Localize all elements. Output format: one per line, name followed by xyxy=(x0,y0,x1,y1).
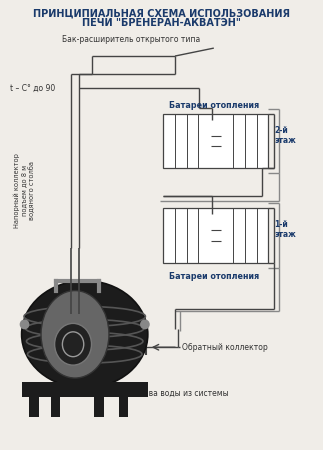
Text: Бак-расширитель открытого типа: Бак-расширитель открытого типа xyxy=(62,35,201,44)
Circle shape xyxy=(140,320,150,329)
Bar xyxy=(163,208,268,263)
Bar xyxy=(94,397,104,417)
Text: ПЕЧИ "БРЕНЕРАН-АКВАТЭН": ПЕЧИ "БРЕНЕРАН-АКВАТЭН" xyxy=(82,18,241,28)
Circle shape xyxy=(20,320,29,329)
Text: Батареи отопления: Батареи отопления xyxy=(169,272,259,281)
Text: 1-й
этаж: 1-й этаж xyxy=(274,220,296,239)
Text: t – C° до 90: t – C° до 90 xyxy=(10,84,55,93)
Ellipse shape xyxy=(41,291,109,378)
Bar xyxy=(51,397,60,417)
Bar xyxy=(29,397,39,417)
Bar xyxy=(22,382,148,397)
Text: Батареи отопления: Батареи отопления xyxy=(169,101,259,110)
Text: Обратный коллектор: Обратный коллектор xyxy=(182,343,267,352)
Text: 2-й
этаж: 2-й этаж xyxy=(274,126,296,145)
Ellipse shape xyxy=(22,281,148,388)
Text: ПРИНЦИПИАЛЬНАЯ СХЕМА ИСПОЛЬЗОВАНИЯ: ПРИНЦИПИАЛЬНАЯ СХЕМА ИСПОЛЬЗОВАНИЯ xyxy=(33,9,290,18)
Text: Напорный коллектор
подъем до 8 м
водяного столба: Напорный коллектор подъем до 8 м водяног… xyxy=(14,153,35,228)
Ellipse shape xyxy=(55,324,91,365)
Bar xyxy=(119,397,129,417)
Bar xyxy=(163,114,268,168)
Text: Кран для слива воды из системы: Кран для слива воды из системы xyxy=(95,389,228,398)
